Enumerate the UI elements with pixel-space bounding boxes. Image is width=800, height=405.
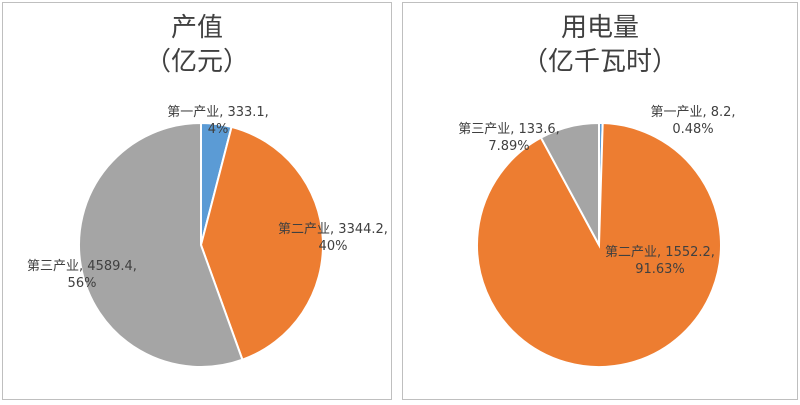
data-label-secondary-industry: 第二产业, 3344.2, 40% xyxy=(278,222,388,254)
data-label-secondary-industry: 第二产业, 1552.2, 91.63% xyxy=(605,245,715,277)
chart-subtitle-unit: （亿元） xyxy=(144,47,249,77)
data-label-tertiary-industry: 第三产业, 4589.4, 56% xyxy=(27,259,137,291)
pie-slice-tertiary-industry xyxy=(78,121,244,368)
data-label-tertiary-industry: 第三产业, 133.6, 7.89% xyxy=(458,122,560,154)
pie-chart-output-value: 第一产业, 333.1, 4% 第二产业, 3344.2, 40% 第三产业, 4589… xyxy=(27,105,388,368)
pie-slice-secondary-industry xyxy=(199,125,324,362)
chart-panel-output-value: 产值 （亿元） 第一产业, 333.1, 4% 第二产业, 3344.2, 40% 第三… xyxy=(2,2,392,400)
chart-subtitle-unit: （亿千瓦时） xyxy=(521,47,678,77)
pie-chart-electricity: 第一产业, 8.2, 0.48% 第二产业, 1552.2, 91.63% 第三产业, … xyxy=(458,105,736,368)
data-label-primary-industry: 第一产业, 333.1, 4% xyxy=(167,105,269,137)
chart-title: 产值 xyxy=(170,13,223,43)
data-label-primary-industry: 第一产业, 8.2, 0.48% xyxy=(650,105,735,137)
pie-slice-tertiary-industry xyxy=(539,121,600,246)
chart-title: 用电量 xyxy=(560,13,639,43)
chart-panel-electricity: 用电量 （亿千瓦时） 第一产业, 8.2, 0.48% 第二产业, 1552.2, 9… xyxy=(402,2,798,400)
